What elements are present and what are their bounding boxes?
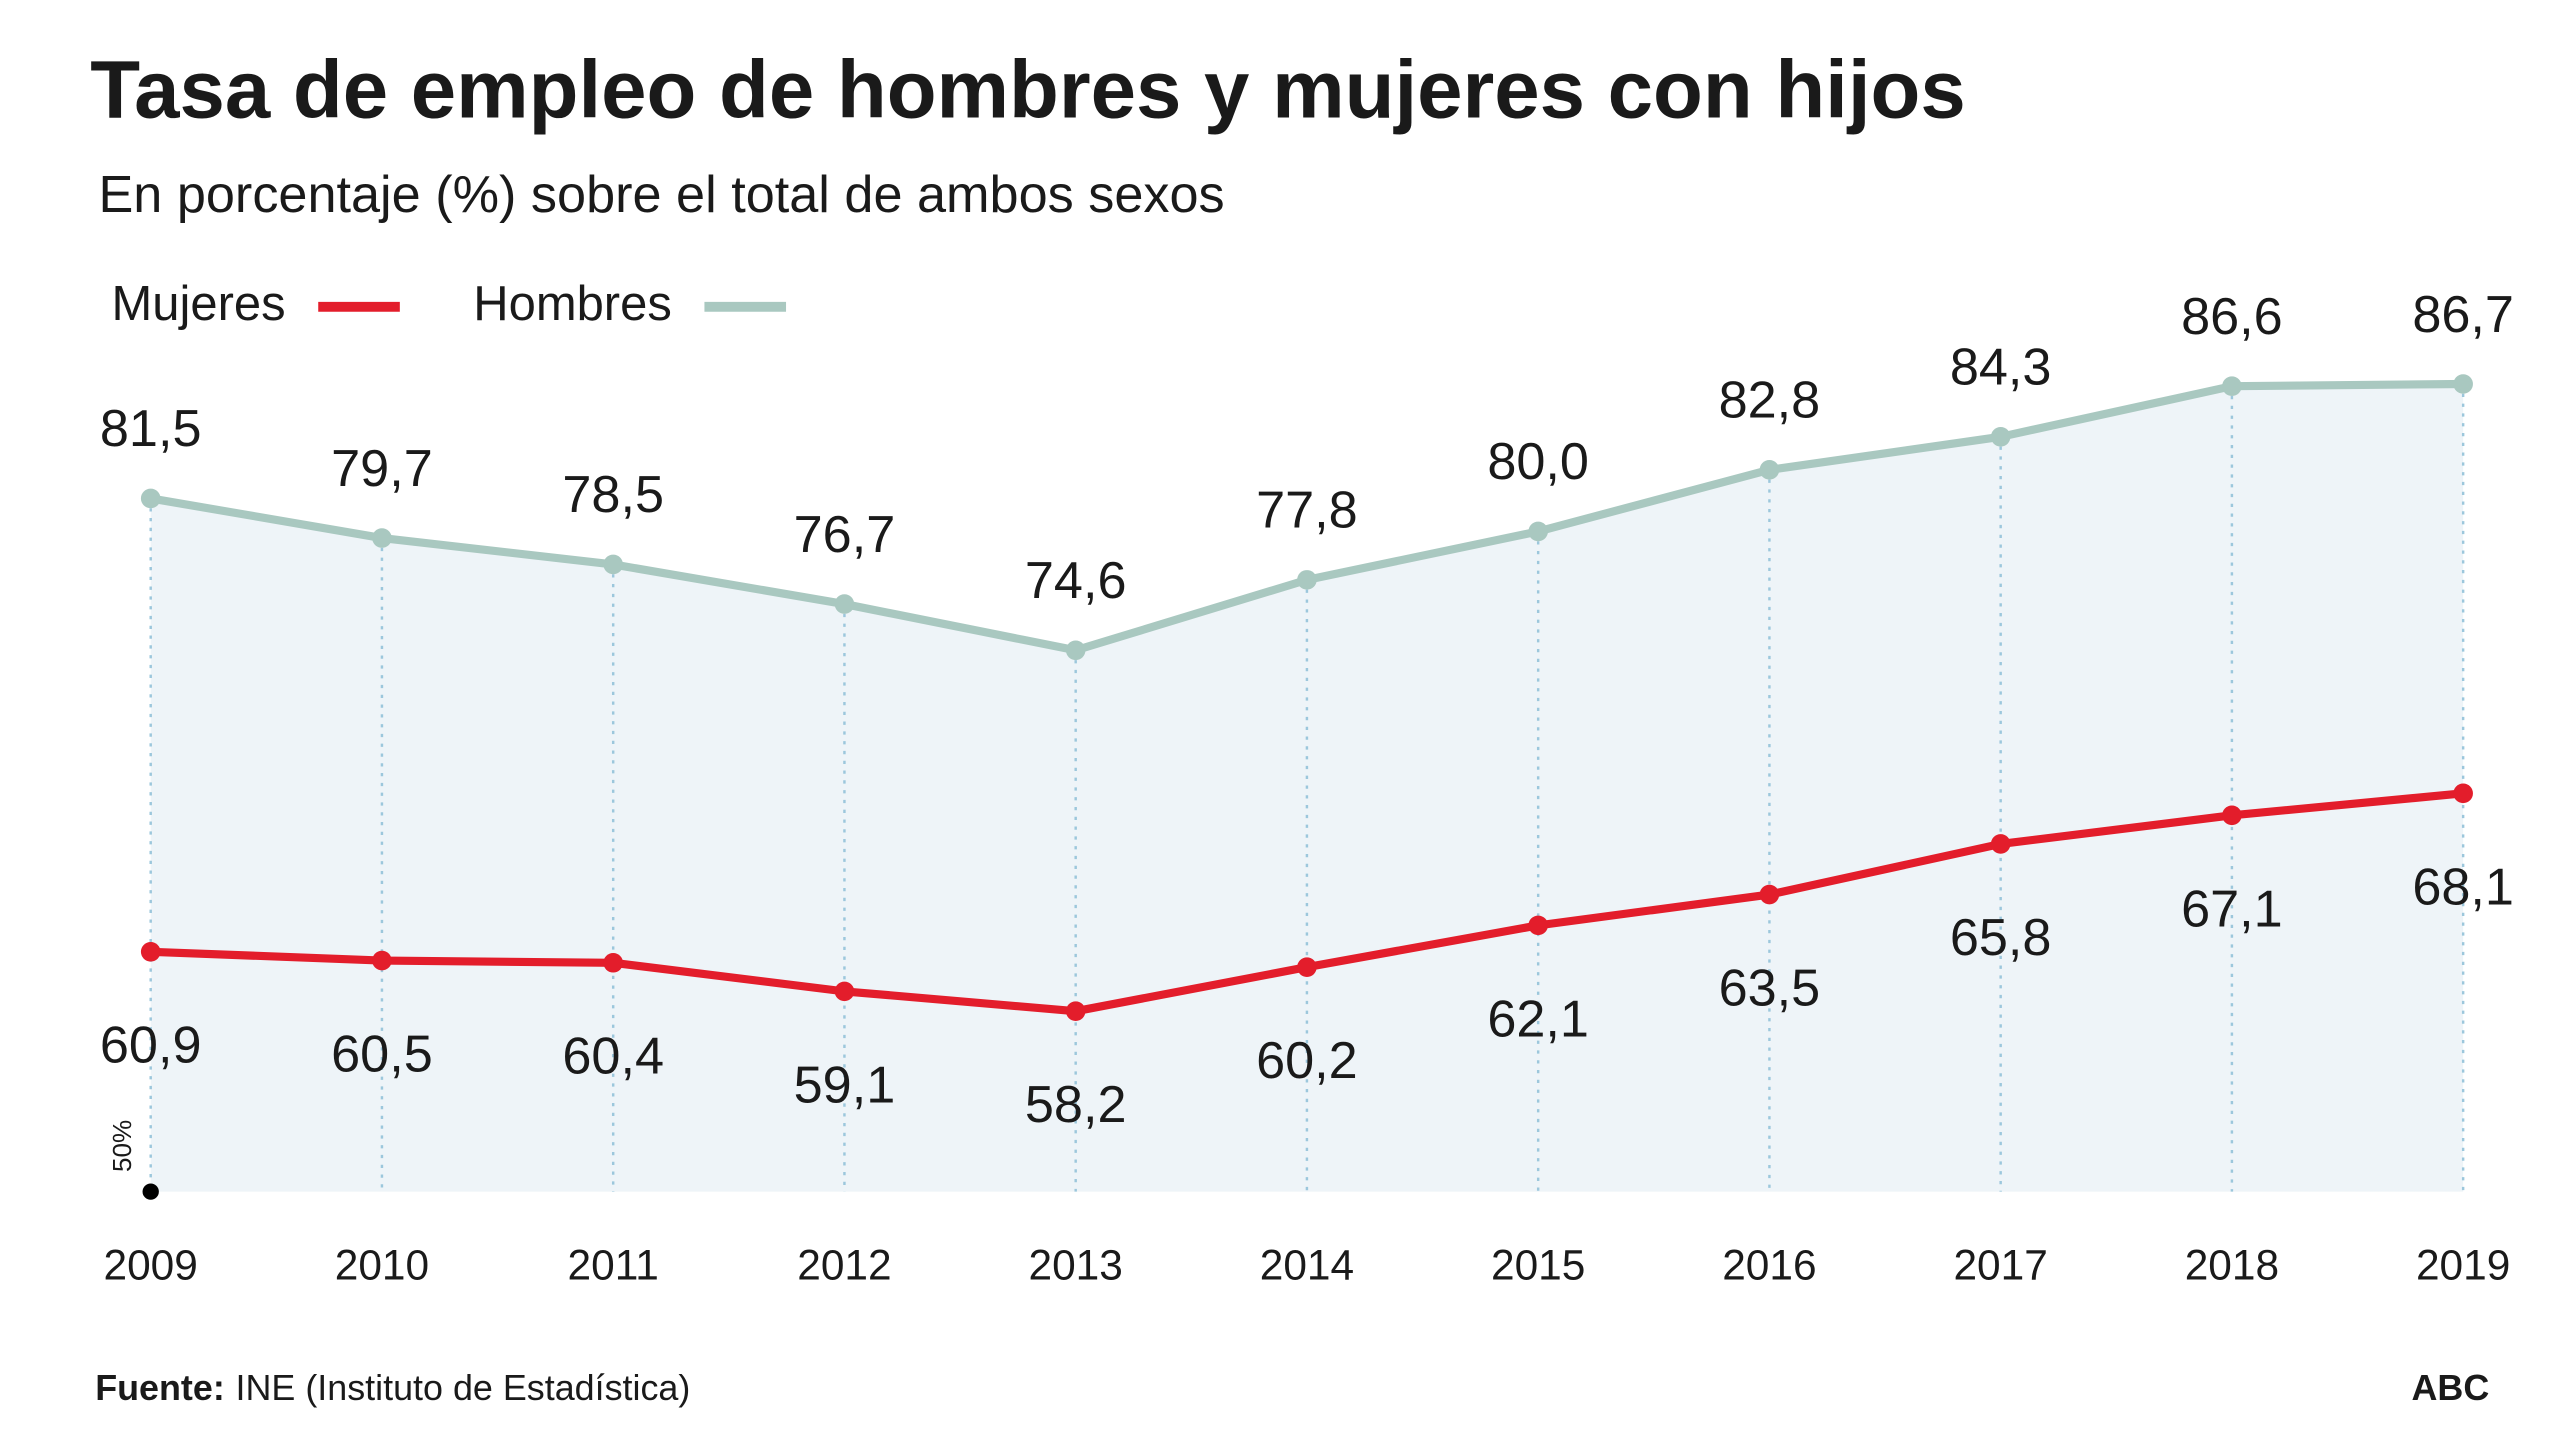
point: [1065, 1001, 1086, 1021]
point: [2453, 783, 2473, 804]
data-label: 86,6: [2181, 288, 2283, 346]
data-label: 59,1: [794, 1056, 896, 1114]
source: INE (Instituto de Estadística): [236, 1368, 691, 1408]
data-label: 82,8: [1719, 372, 1821, 430]
chart-title: Tasa de empleo de hombres y mujeres con …: [90, 44, 1965, 135]
legend-label: Hombres: [473, 277, 672, 331]
point: [2222, 805, 2242, 826]
point: [1065, 640, 1086, 661]
data-label: 76,7: [794, 506, 896, 564]
x-tick-label: 2012: [797, 1241, 891, 1288]
x-tick-label: 2016: [1722, 1241, 1816, 1288]
chart-subtitle: En porcentaje (%) sobre el total de ambo…: [98, 166, 1224, 224]
point: [834, 594, 855, 614]
data-label: 81,5: [100, 400, 202, 458]
point: [1759, 460, 1780, 480]
data-label: 60,2: [1256, 1032, 1358, 1090]
point: [140, 941, 161, 962]
point: [1759, 884, 1780, 905]
point: [1990, 427, 2011, 447]
point: [1297, 957, 1317, 977]
x-tick-label: 2011: [568, 1241, 659, 1288]
x-tick-label: 2009: [104, 1241, 198, 1288]
point: [1990, 834, 2011, 854]
x-tick-label: 2018: [2185, 1241, 2279, 1288]
point: [1528, 915, 1548, 936]
data-label: 77,8: [1256, 482, 1358, 540]
data-label: 86,7: [2412, 286, 2514, 344]
data-label: 78,5: [562, 466, 664, 524]
x-tick-label: 2014: [1260, 1241, 1354, 1288]
data-label: 62,1: [1487, 990, 1589, 1048]
y-tick-label: 50%: [107, 1120, 137, 1172]
data-label: 84,3: [1950, 339, 2052, 397]
data-label: 60,5: [331, 1026, 433, 1084]
credit: ABC: [2411, 1368, 2489, 1408]
data-label: 80,0: [1487, 433, 1589, 491]
point: [603, 554, 623, 575]
data-label: 60,9: [100, 1017, 202, 1075]
data-label: 65,8: [1950, 909, 2052, 967]
x-tick-label: 2019: [2416, 1241, 2510, 1288]
point: [834, 981, 855, 1002]
point: [603, 952, 623, 973]
x-tick-label: 2013: [1028, 1241, 1122, 1288]
x-tick-label: 2010: [335, 1241, 429, 1288]
x-tick-label: 2017: [1953, 1241, 2047, 1288]
data-label: 68,1: [2412, 858, 2514, 916]
point: [140, 488, 161, 509]
data-label: 63,5: [1719, 960, 1821, 1018]
data-label: 74,6: [1025, 552, 1127, 610]
x-tick-label: 2015: [1491, 1241, 1585, 1288]
point: [2222, 376, 2242, 396]
point: [1528, 521, 1548, 542]
data-label: 67,1: [2181, 880, 2283, 938]
point: [2453, 374, 2473, 394]
plot: 2009 2010 2011 2012 2013 2014 2015 2016 2017 2018…: [100, 277, 2514, 1289]
point: [1297, 570, 1317, 590]
point: [372, 950, 392, 971]
data-label: 58,2: [1025, 1076, 1127, 1134]
data-label: 79,7: [331, 440, 433, 498]
y-tick-mark: [142, 1183, 159, 1200]
source-label: Fuente:: [95, 1368, 225, 1408]
point: [372, 528, 392, 548]
data-label: 60,4: [562, 1028, 664, 1086]
legend-label: Mujeres: [112, 277, 286, 331]
